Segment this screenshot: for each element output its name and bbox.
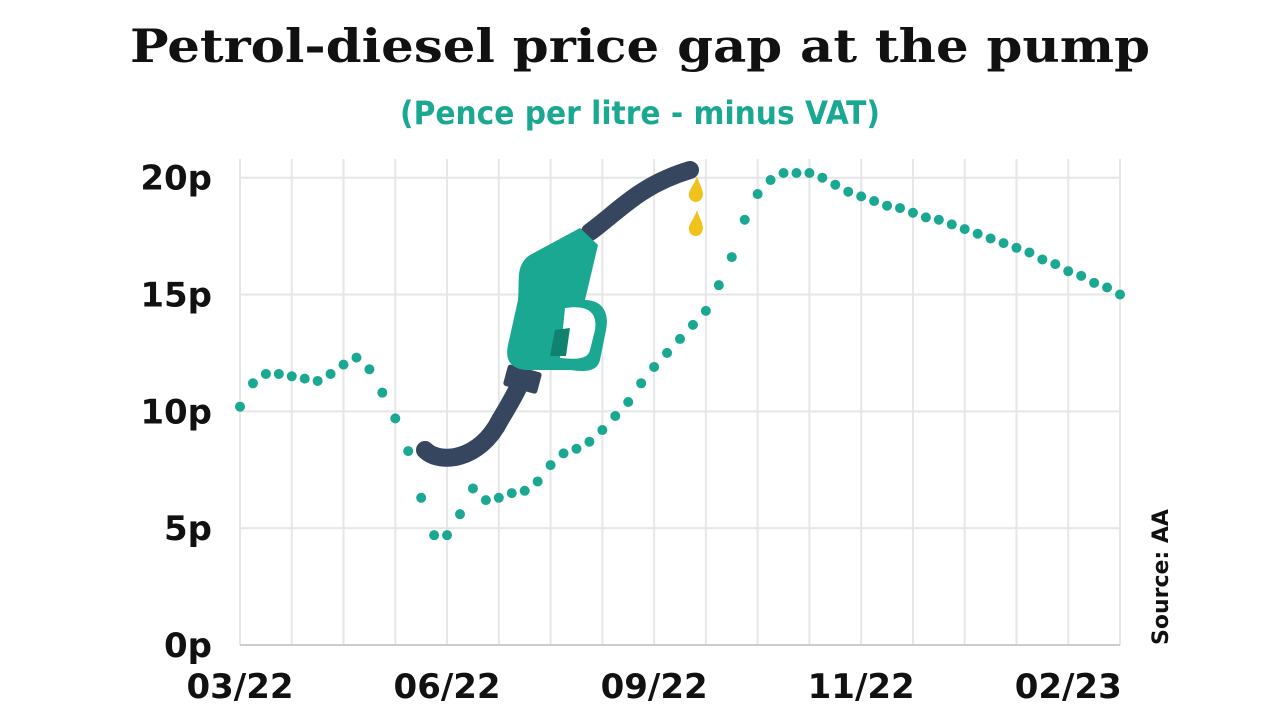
chart-subtitle: (Pence per litre - minus VAT) (400, 94, 880, 132)
y-tick-label: 10p (140, 392, 212, 432)
point (1024, 247, 1035, 258)
point (1037, 254, 1048, 265)
point (545, 460, 556, 471)
point (480, 495, 491, 506)
point (882, 200, 893, 211)
point (998, 238, 1009, 249)
point (247, 378, 258, 389)
plot (235, 168, 1125, 541)
point (675, 333, 685, 344)
point (1076, 270, 1087, 281)
point (519, 485, 530, 496)
point (403, 446, 414, 457)
point (1102, 282, 1113, 293)
point (843, 186, 854, 197)
point (1050, 259, 1061, 270)
point (791, 168, 802, 179)
point (933, 214, 944, 225)
x-tick-label: 06/22 (394, 667, 501, 707)
grid (239, 159, 1121, 646)
point (972, 228, 983, 239)
point (726, 252, 737, 263)
point (804, 168, 815, 179)
point (778, 168, 789, 179)
point (260, 368, 271, 379)
point (416, 492, 427, 503)
x-tick-label: 09/22 (601, 667, 708, 707)
point (442, 530, 453, 541)
point (636, 378, 647, 389)
point (700, 305, 711, 316)
point (739, 214, 750, 225)
point (235, 401, 245, 412)
point (338, 359, 349, 370)
point (299, 373, 310, 384)
point (506, 488, 517, 499)
point (584, 436, 595, 447)
point (713, 280, 724, 291)
point (558, 448, 569, 459)
x-tick-label: 02/23 (1015, 667, 1122, 707)
point (946, 219, 957, 230)
point (649, 361, 660, 372)
point (687, 319, 698, 330)
point (1089, 277, 1100, 288)
point (493, 492, 504, 503)
point (610, 411, 621, 422)
point (571, 443, 582, 454)
point (467, 483, 478, 494)
point (985, 233, 996, 244)
point (752, 189, 763, 200)
point (817, 172, 828, 183)
point (364, 364, 375, 375)
point (662, 347, 673, 358)
point (623, 397, 634, 407)
point (1063, 266, 1074, 277)
point (325, 368, 336, 379)
point (907, 207, 918, 218)
source: Source: AA (1149, 509, 1174, 645)
point (895, 203, 905, 214)
point (455, 509, 465, 520)
x-tick-label: 03/22 (186, 667, 293, 707)
x-tick-label: 11/22 (808, 667, 915, 707)
pump-illustration (416, 161, 703, 467)
y-tick-label: 5p (164, 509, 212, 549)
chart-title: Petrol-diesel price gap at the pump (130, 19, 1150, 73)
point (856, 191, 867, 202)
point (532, 476, 543, 487)
point (765, 175, 776, 186)
point (959, 224, 970, 235)
point (351, 352, 362, 363)
point (273, 368, 284, 379)
point (869, 196, 880, 207)
point (390, 413, 401, 424)
point (920, 212, 931, 223)
y-tick-label: 20p (140, 159, 212, 199)
point (597, 425, 608, 436)
point (312, 375, 323, 386)
y-tick-label: 0p (164, 626, 212, 666)
point (429, 530, 440, 541)
point (377, 387, 388, 398)
y-tick-label: 15p (140, 276, 212, 316)
point (830, 179, 841, 190)
point (1115, 289, 1125, 300)
point (1011, 242, 1022, 253)
point (286, 371, 297, 382)
